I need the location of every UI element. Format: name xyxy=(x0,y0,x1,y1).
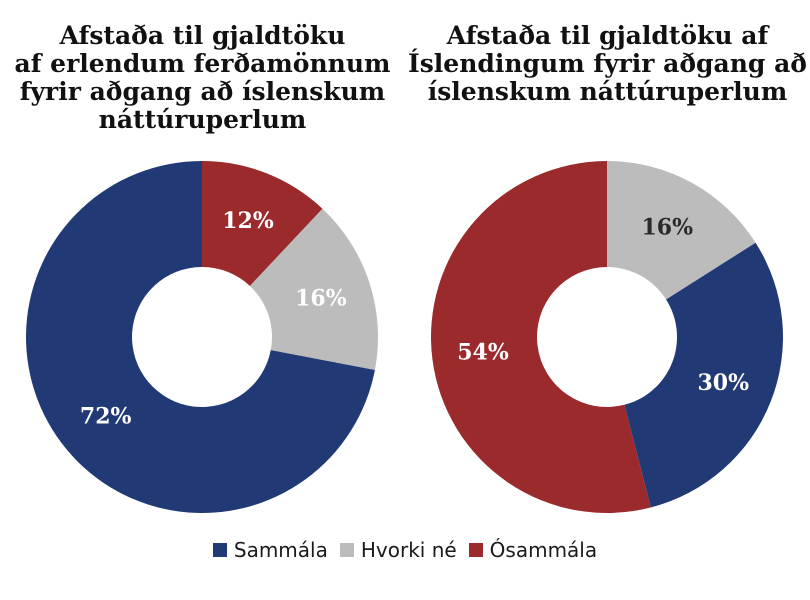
chart-title-line: Íslendingum fyrir aðgang að xyxy=(408,49,807,78)
legend-item-hvorki-ne: Hvorki né xyxy=(339,538,457,562)
chart-title-line: Afstaða til gjaldtöku xyxy=(59,21,346,50)
chart-right: Afstaða til gjaldtöku af Íslendingum fyr… xyxy=(405,0,810,530)
legend-swatch xyxy=(468,543,483,557)
slice-label-sammala: 30% xyxy=(697,370,749,396)
donut-chart-right: 16% 30% 54% xyxy=(431,161,783,513)
slice-label-hvorki-ne: 16% xyxy=(295,285,347,311)
legend-label: Hvorki né xyxy=(360,538,457,562)
donut-slice-hvorki-ne xyxy=(249,208,378,370)
chart-title-right: Afstaða til gjaldtöku af Íslendingum fyr… xyxy=(405,22,810,106)
chart-title-line: náttúruperlum xyxy=(98,105,307,134)
donut-slice-osammala xyxy=(202,161,323,286)
donut-slice-hvorki-ne xyxy=(607,161,756,300)
legend-swatch xyxy=(212,543,227,557)
legend-item-sammala: Sammála xyxy=(212,538,328,562)
chart-title-line: fyrir aðgang að íslenskum xyxy=(19,77,386,106)
chart-left: Afstaða til gjaldtöku af erlendum ferðam… xyxy=(0,0,405,530)
donut-slice-osammala xyxy=(431,161,651,513)
legend-item-osammala: Ósammála xyxy=(468,538,598,562)
donut-slice-sammala xyxy=(624,242,783,508)
legend-label: Sammála xyxy=(233,538,328,562)
chart-title-line: af erlendum ferðamönnum xyxy=(14,49,391,78)
donut-slice-sammala xyxy=(26,161,375,514)
legend-swatch xyxy=(339,543,354,557)
chart-title-line: Afstaða til gjaldtöku af xyxy=(446,21,769,50)
slice-label-osammala: 12% xyxy=(222,208,274,234)
chart-title-left: Afstaða til gjaldtöku af erlendum ferðam… xyxy=(0,22,405,134)
slice-label-hvorki-ne: 16% xyxy=(641,214,693,240)
chart-title-line: íslenskum náttúruperlum xyxy=(427,77,788,106)
slice-label-osammala: 54% xyxy=(457,340,509,366)
legend-label: Ósammála xyxy=(489,538,598,562)
donut-chart-left: 12% 16% 72% xyxy=(26,161,378,514)
chart-legend: Sammála Hvorki né Ósammála xyxy=(0,538,810,562)
slice-label-sammala: 72% xyxy=(80,404,132,430)
